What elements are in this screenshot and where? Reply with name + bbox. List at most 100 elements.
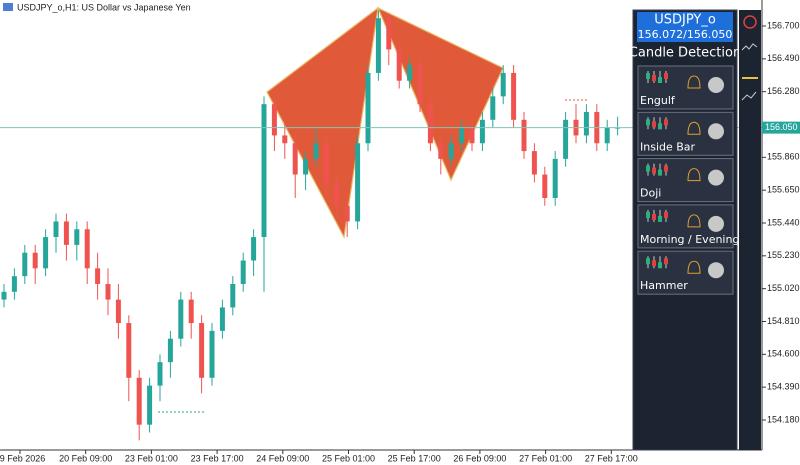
candle-body (531, 151, 537, 175)
candle-body (95, 268, 101, 284)
candle-body (1, 291, 7, 300)
candle-body (552, 158, 558, 198)
candle-body (32, 252, 38, 269)
candle-body (396, 49, 402, 81)
candle-body (313, 143, 319, 159)
candle-body (219, 307, 225, 331)
candle-body (84, 229, 90, 269)
price-tick-label: 154.810 (767, 316, 800, 326)
candle-body (490, 96, 496, 120)
candle-body (334, 182, 340, 206)
pattern-icon (652, 75, 656, 81)
candle-body (479, 119, 485, 144)
pattern-bcd (376, 6, 504, 182)
pattern-icon (652, 121, 656, 128)
candle-body (126, 323, 132, 378)
candle-body (292, 143, 298, 175)
candle-body (157, 362, 163, 386)
pattern-icon (664, 119, 668, 126)
chart-header: USDJPY_o,H1: US Dollar vs Japanese Yen (17, 2, 191, 12)
candle-body (500, 72, 506, 97)
time-tick-label: 25 Feb 01:00 (322, 453, 375, 463)
candle-body (209, 330, 215, 378)
toggle[interactable] (708, 77, 724, 93)
pattern-icon (658, 169, 662, 176)
price-tick-label: 155.230 (767, 250, 800, 260)
price-tick-label: 154.180 (767, 414, 800, 424)
alert-bell[interactable] (687, 168, 701, 182)
toggle[interactable] (708, 169, 724, 186)
pattern-name: Morning / Evening (640, 233, 739, 246)
close-button[interactable] (743, 15, 757, 29)
pattern-icon (658, 123, 662, 130)
candle-body (459, 127, 465, 144)
time-tick-label: 19 Feb 2026 (0, 453, 45, 463)
price-tick-label: 155.860 (767, 152, 800, 162)
alert-bell[interactable] (687, 121, 701, 135)
price-tick-label: 155.020 (767, 283, 800, 293)
pattern-icon (664, 211, 668, 218)
pattern-icon (664, 165, 668, 172)
toggle[interactable] (708, 262, 724, 279)
pattern-icon (664, 258, 668, 265)
pattern-name: Inside Bar (640, 140, 696, 153)
time-tick-label: 26 Feb 09:00 (453, 453, 506, 463)
time-tick-label: 20 Feb 09:00 (59, 453, 112, 463)
price-tick-label: 156.700 (767, 20, 800, 30)
candle-body (53, 221, 59, 238)
candle-body (271, 104, 277, 136)
time-tick-label: 24 Feb 09:00 (256, 453, 309, 463)
pattern-icon (652, 167, 656, 174)
pattern-icon (658, 262, 662, 269)
candle-body (178, 299, 184, 339)
candle-body (604, 127, 610, 144)
alert-bell[interactable] (687, 260, 701, 274)
candle-body (542, 174, 548, 198)
toggle[interactable] (708, 215, 724, 232)
pattern-name: Engulf (640, 94, 676, 107)
toggle[interactable] (708, 123, 724, 140)
toolbar (739, 10, 761, 450)
candle-body (230, 283, 236, 308)
candle-body (375, 18, 381, 73)
pattern-icon (646, 258, 650, 265)
panel-title: Candle Detection (629, 46, 741, 61)
pattern-icon (646, 73, 650, 79)
candle-body (407, 65, 413, 81)
panel-quote: 156.072/156.050 (638, 28, 733, 41)
alert-bell[interactable] (687, 75, 701, 89)
tool-icon[interactable] (741, 91, 757, 101)
pattern-name: Doji (640, 187, 661, 200)
pattern-icon (652, 260, 656, 267)
candle-body (167, 338, 173, 363)
alert-bell[interactable] (687, 214, 701, 228)
candle-body (427, 104, 433, 144)
candle-body (22, 252, 28, 277)
pattern-icon (658, 215, 662, 222)
candle-body (63, 221, 69, 245)
candle-body (115, 299, 121, 324)
price-tick-label: 154.390 (767, 382, 800, 392)
pattern-list: Engulf Inside Bar Doji Morning / Evening Ham… (637, 65, 739, 295)
price-tick-label: 155.650 (767, 185, 800, 195)
tool-icon[interactable] (741, 43, 758, 51)
time-tick-label: 23 Feb 01:00 (125, 453, 178, 463)
pattern-icon (664, 73, 668, 79)
time-tick-label: 27 Feb 17:00 (585, 453, 638, 463)
candle-body (563, 119, 569, 159)
window-icon (3, 3, 13, 11)
pattern-icon (652, 213, 656, 220)
panel-header (637, 12, 733, 42)
candle-body (521, 119, 527, 152)
candle-body (74, 229, 80, 245)
pattern-icon (646, 165, 650, 172)
price-tick-label: 154.600 (767, 349, 800, 359)
candle-body (11, 276, 17, 292)
candle-body (386, 18, 392, 50)
time-tick-label: 25 Feb 17:00 (388, 453, 441, 463)
time-tick-label: 27 Feb 01:00 (519, 453, 572, 463)
candle-body (323, 143, 329, 183)
candle-body (188, 299, 194, 324)
candle-body (511, 72, 517, 120)
candle-body (469, 127, 475, 144)
